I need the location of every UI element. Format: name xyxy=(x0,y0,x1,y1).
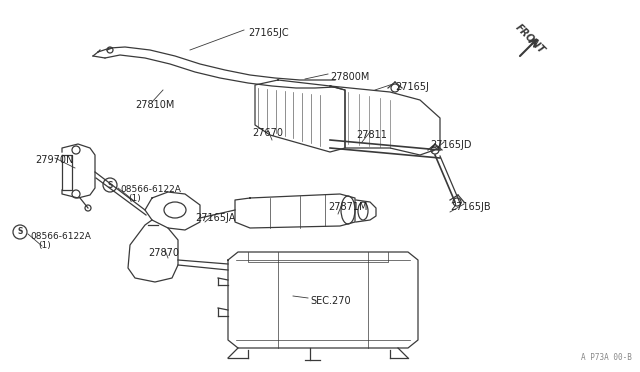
Text: 27970N: 27970N xyxy=(35,155,74,165)
Text: 27165JB: 27165JB xyxy=(450,202,491,212)
Text: 08566-6122A: 08566-6122A xyxy=(120,185,181,194)
Text: 27670: 27670 xyxy=(252,128,283,138)
Text: 27165JC: 27165JC xyxy=(248,28,289,38)
Text: 27871M: 27871M xyxy=(328,202,367,212)
Text: 27165JD: 27165JD xyxy=(430,140,472,150)
Text: 27810M: 27810M xyxy=(135,100,174,110)
Text: SEC.270: SEC.270 xyxy=(310,296,351,306)
Text: FRONT: FRONT xyxy=(513,23,547,56)
Text: 08566-6122A: 08566-6122A xyxy=(30,232,91,241)
Text: S: S xyxy=(108,180,113,189)
Text: A P73A 00-B: A P73A 00-B xyxy=(581,353,632,362)
Text: 27800M: 27800M xyxy=(330,72,369,82)
Text: (1): (1) xyxy=(128,194,141,203)
Text: 27811: 27811 xyxy=(356,130,387,140)
Text: (1): (1) xyxy=(38,241,51,250)
Text: 27870: 27870 xyxy=(148,248,179,258)
Text: 27165JA: 27165JA xyxy=(195,213,236,223)
Text: 27165J: 27165J xyxy=(395,82,429,92)
Text: S: S xyxy=(17,228,22,237)
